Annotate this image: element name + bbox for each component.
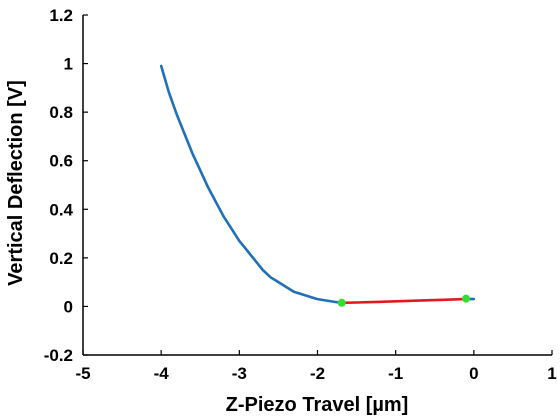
y-tick-label: 1 [64, 55, 73, 74]
y-tick-label: 0.8 [49, 103, 73, 122]
y-tick-label: 0.4 [49, 200, 73, 219]
chart-axes [82, 14, 553, 356]
y-axis-label: Vertical Deflection [V] [5, 80, 27, 286]
x-tick-label: -4 [154, 364, 170, 383]
data-marker-2 [462, 294, 471, 303]
series-line-2 [340, 297, 468, 305]
chart-tick-labels: -5 -4 -3 -2 -1 0 1 -0.2 0 0.2 0.4 0.6 0.8 1 1.2 [44, 6, 557, 383]
x-tick-label: -5 [75, 364, 90, 383]
y-tick-label: 0.2 [49, 249, 73, 268]
x-tick-label: -2 [310, 364, 325, 383]
y-tick-label: 0.6 [49, 152, 73, 171]
data-marker-1 [337, 298, 346, 307]
y-tick-label: 0 [64, 297, 73, 316]
chart-series [159, 64, 476, 305]
x-tick-label: 1 [547, 364, 556, 383]
x-tick-label: 0 [469, 364, 478, 383]
series-line-1 [159, 64, 344, 305]
x-axis-label: Z-Piezo Travel [µm] [226, 394, 409, 416]
x-tick-label: -1 [388, 364, 403, 383]
chart-markers [337, 294, 471, 307]
y-tick-label: -0.2 [44, 346, 73, 365]
y-tick-label: 1.2 [49, 6, 73, 25]
x-tick-label: -3 [232, 364, 247, 383]
